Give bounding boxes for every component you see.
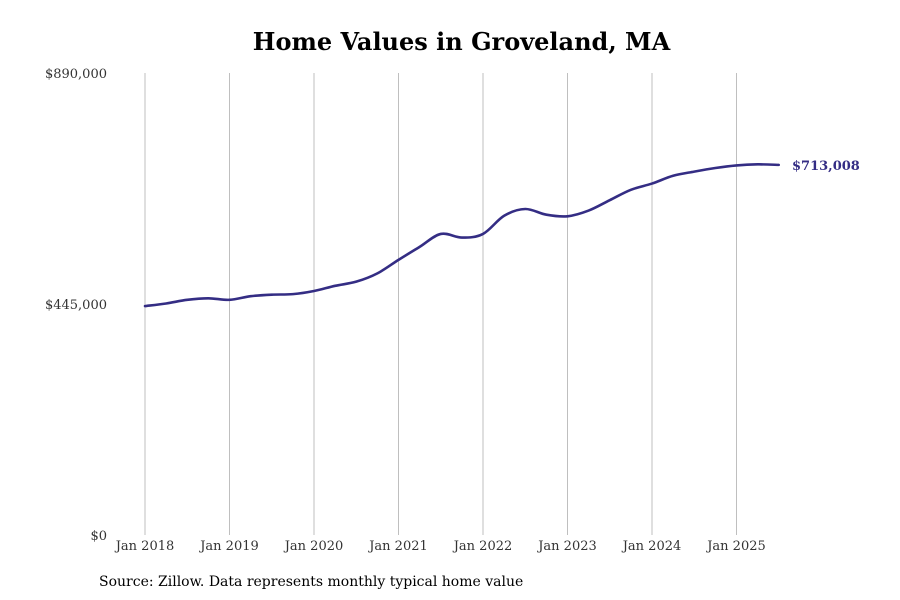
y-tick-label: $890,000 (45, 67, 107, 82)
x-tick-label: Jan 2024 (621, 539, 682, 554)
chart-title: Home Values in Groveland, MA (252, 27, 671, 56)
x-tick-label: Jan 2020 (283, 539, 344, 554)
x-tick-label: Jan 2023 (536, 539, 597, 554)
end-value-label: $713,008 (792, 159, 860, 174)
source-note: Source: Zillow. Data represents monthly … (99, 574, 524, 590)
x-gridlines (144, 73, 737, 535)
x-tick-label: Jan 2025 (705, 539, 766, 554)
annotation-layer: $713,008 (792, 159, 860, 174)
x-tick-label: Jan 2021 (367, 539, 428, 554)
series-line (143, 163, 781, 308)
y-tick-label: $445,000 (45, 298, 107, 313)
x-tick-label: Jan 2018 (114, 539, 175, 554)
x-tick-label: Jan 2022 (452, 539, 513, 554)
x-axis-ticks: Jan 2018 Jan 2019 Jan 2020 Jan 2021 Jan 2022… (114, 539, 766, 554)
y-tick-label: $0 (90, 529, 107, 544)
series-layer (143, 163, 781, 308)
x-tick-label: Jan 2019 (198, 539, 259, 554)
y-axis-ticks: $0 $445,000 $890,000 (45, 67, 107, 544)
